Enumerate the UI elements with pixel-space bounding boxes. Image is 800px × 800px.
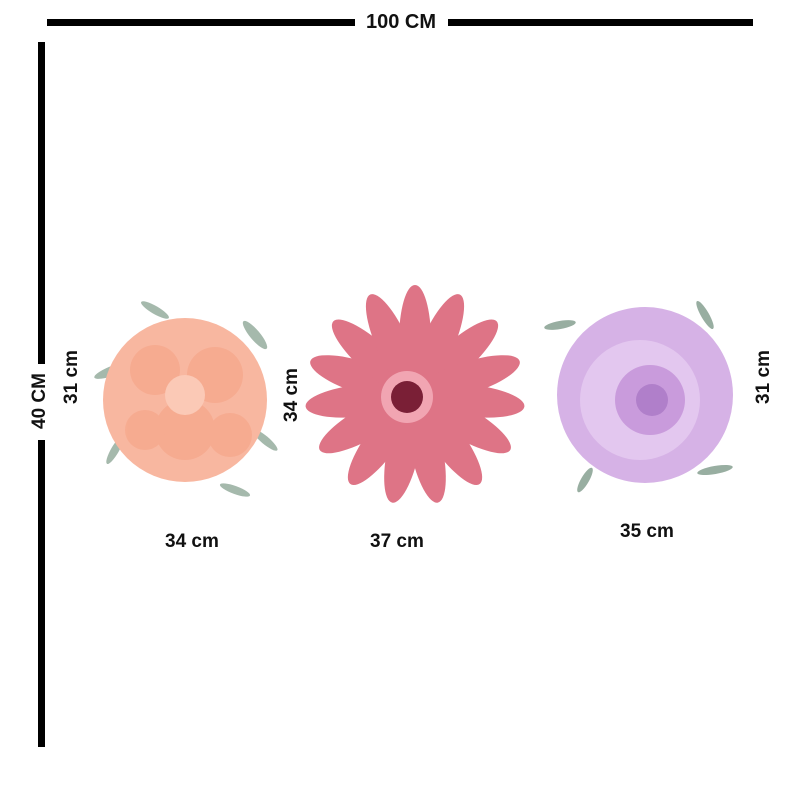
peach-dahlia-flower (94, 301, 278, 497)
total-height-label: 40 CM (29, 373, 50, 429)
flower-2-height-label: 34 cm (281, 368, 302, 422)
flower-1-width-label: 34 cm (165, 531, 219, 552)
lavender-rose-flower (544, 301, 733, 493)
height-line-top (38, 42, 45, 364)
total-width-label: 100 CM (366, 11, 437, 33)
flower-3-width-label: 35 cm (620, 521, 674, 542)
flower-2-width-label: 37 cm (370, 531, 424, 552)
width-line-right (448, 19, 753, 26)
pink-daisy-flower (305, 285, 525, 503)
height-line-bottom (38, 440, 45, 747)
width-line-left (47, 19, 355, 26)
flower-3-height-label: 31 cm (753, 350, 774, 404)
flower-1-height-label: 31 cm (61, 350, 82, 404)
